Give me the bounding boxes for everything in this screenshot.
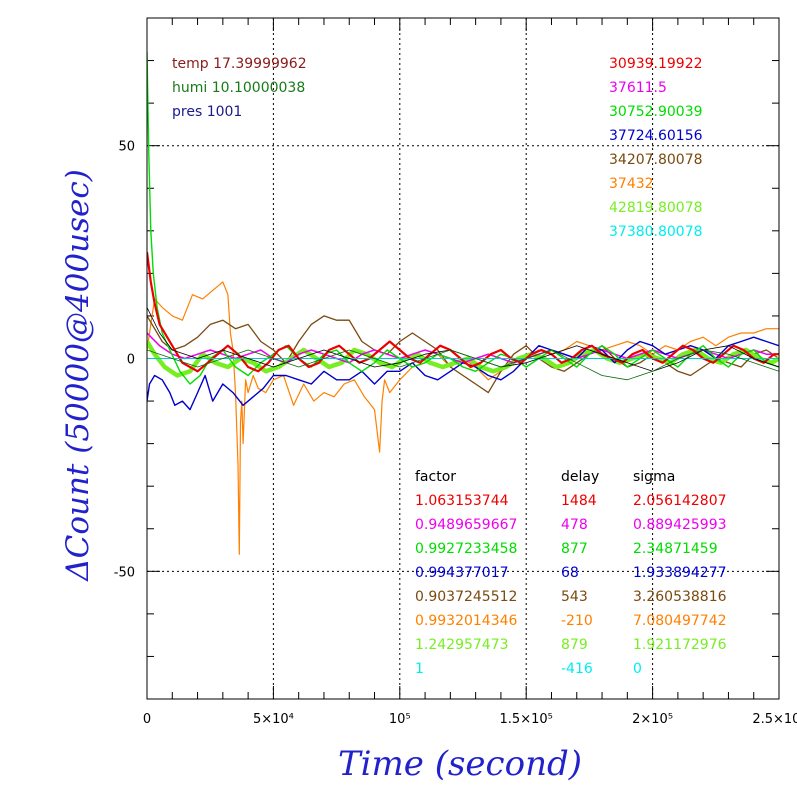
env-pres: pres 1001	[172, 104, 242, 120]
axis-ticks	[147, 18, 779, 699]
y-tick-label: -50	[114, 565, 135, 580]
table-cell-factor: 1.063153744	[415, 493, 509, 509]
reference-value: 37380.80078	[609, 224, 703, 240]
table-cell-delay: -416	[561, 661, 593, 677]
table-cell-sigma: 1.921172976	[633, 637, 727, 653]
environment-readout: temp 17.39999962 humi 10.10000038 pres 1…	[172, 56, 307, 120]
table-cell-factor: 1.242957473	[415, 637, 509, 653]
table-header-sigma: sigma	[633, 469, 675, 485]
table-cell-delay: 1484	[561, 493, 597, 509]
y-tick-label: 0	[127, 353, 135, 368]
table-cell-sigma: 1.933894277	[633, 565, 727, 581]
x-tick-label: 10⁵	[389, 712, 411, 727]
table-cell-delay: 879	[561, 637, 588, 653]
reference-value: 42819.80078	[609, 200, 703, 216]
y-axis-title: ΔCount (50000@400usec)	[60, 169, 96, 582]
x-tick-label: 1.5×10⁵	[500, 712, 553, 727]
parameter-table: factor delay sigma 1.063153744 1484 2.0561…	[415, 469, 727, 677]
plot-frame	[146, 17, 780, 700]
table-cell-factor: 1	[415, 661, 424, 677]
table-cell-sigma: 3.260538816	[633, 589, 727, 605]
x-tick-label: 2×10⁵	[632, 712, 673, 727]
series-line-1	[147, 281, 779, 555]
table-cell-factor: 0.9489659667	[415, 517, 517, 533]
table-cell-sigma: 7.080497742	[633, 613, 727, 629]
reference-value: 37724.60156	[609, 128, 703, 144]
table-cell-delay: 543	[561, 589, 588, 605]
table-header-delay: delay	[561, 469, 599, 485]
env-humi: humi 10.10000038	[172, 80, 305, 96]
env-temp: temp 17.39999962	[172, 56, 307, 72]
x-tick-label: 0	[143, 712, 151, 727]
table-cell-factor: 0.9932014346	[415, 613, 518, 629]
y-tick-label: 50	[118, 140, 135, 155]
table-cell-delay: -210	[561, 613, 593, 629]
table-cell-factor: 0.9037245512	[415, 589, 517, 605]
reference-value: 34207.80078	[609, 152, 703, 168]
reference-value: 37432	[609, 176, 654, 192]
table-cell-factor: 0.994377017	[415, 565, 509, 581]
reference-value: 37611.5	[609, 80, 667, 96]
series-layer	[147, 52, 779, 555]
table-cell-delay: 877	[561, 541, 588, 557]
table-rows: 1.063153744 1484 2.056142807 0.9489659667 47…	[415, 493, 727, 677]
series-line-10	[147, 349, 779, 381]
reference-values: 30939.19922 37611.5 30752.90039 37724.60…	[609, 56, 703, 240]
reference-value: 30939.19922	[609, 56, 703, 72]
x-tick-label: 2.5×10⁵	[752, 712, 797, 727]
table-cell-delay: 68	[561, 565, 579, 581]
table-cell-sigma: 2.056142807	[633, 493, 727, 509]
series-line-5	[147, 336, 779, 411]
table-cell-sigma: 0	[633, 661, 642, 677]
table-cell-sigma: 2.34871459	[633, 541, 718, 557]
table-cell-delay: 478	[561, 517, 588, 533]
table-header-factor: factor	[415, 469, 456, 485]
table-cell-sigma: 0.889425993	[633, 517, 727, 533]
reference-value: 30752.90039	[609, 104, 703, 120]
tick-labels: 0 5×10⁴ 10⁵ 1.5×10⁵ 2×10⁵ 2.5×10⁵ 50 0 -50	[114, 140, 797, 727]
series-line-2	[147, 315, 779, 394]
x-axis-title: Time (second)	[338, 744, 582, 784]
table-cell-factor: 0.9927233458	[415, 541, 517, 557]
x-tick-label: 5×10⁴	[253, 712, 294, 727]
